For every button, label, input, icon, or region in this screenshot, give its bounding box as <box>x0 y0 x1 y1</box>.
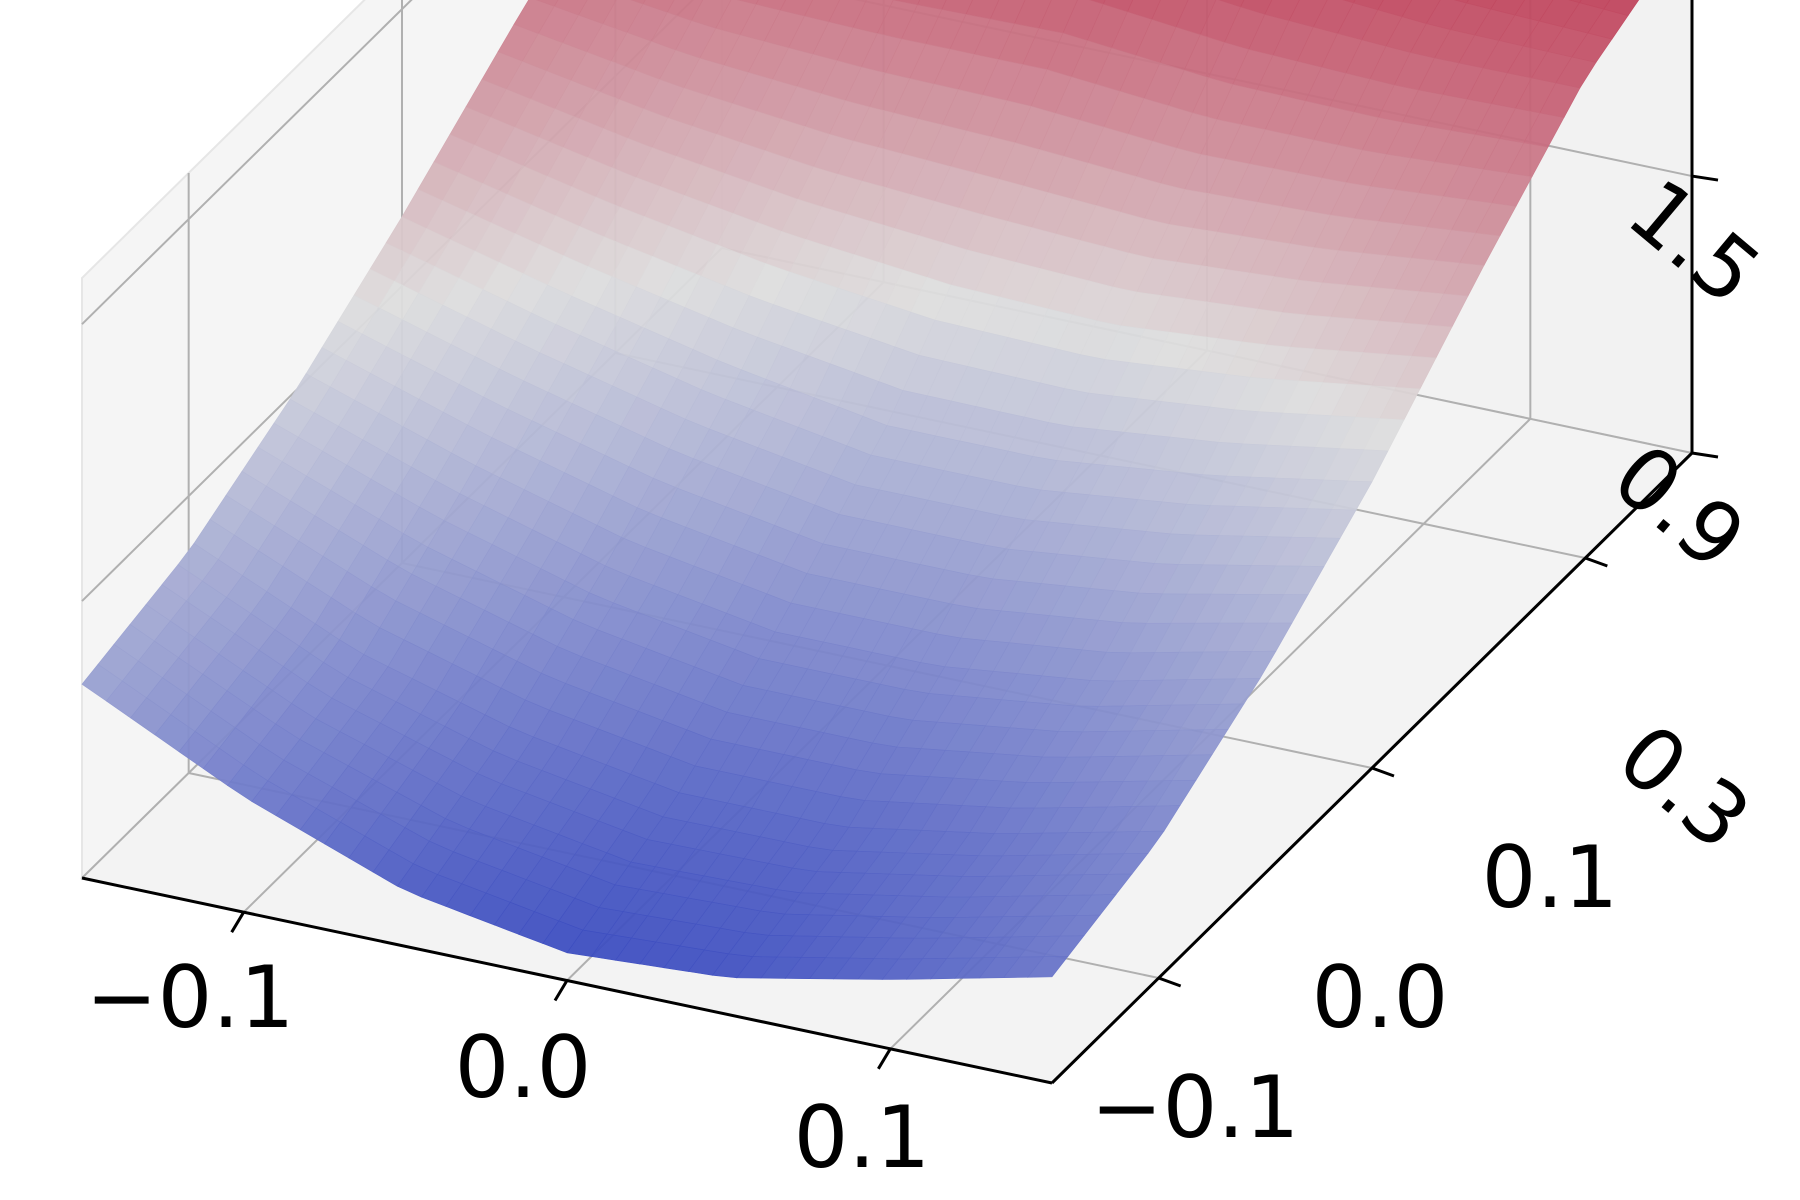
z-tick-mark <box>1691 451 1719 459</box>
surface-patch <box>1027 955 1069 978</box>
x-tick-mark <box>230 911 245 933</box>
x-tick-labels: −0.1 0.0 0.1 <box>86 948 931 1188</box>
x-tick-mark <box>877 1048 892 1070</box>
y-tick-label: 0.1 <box>1482 828 1619 928</box>
y-tick-mark <box>1584 556 1608 568</box>
x-tick-label: −0.1 <box>86 948 295 1048</box>
x-tick-label: 0.1 <box>794 1088 931 1188</box>
y-tick-label: −0.1 <box>1091 1058 1300 1158</box>
z-tick-mark <box>1691 174 1719 182</box>
y-tick-mark <box>1158 976 1182 988</box>
grid-line <box>81 0 413 325</box>
y-tick-mark <box>1371 766 1395 778</box>
x-tick-mark <box>553 979 569 1002</box>
y-tick-label: 0.0 <box>1312 948 1449 1048</box>
z-tick-label: 0.3 <box>1599 706 1768 871</box>
axis-lines <box>81 0 1719 1085</box>
y-tick-labels: −0.1 0.0 0.1 <box>1091 828 1619 1158</box>
surface <box>81 0 1640 980</box>
x-tick-label: 0.0 <box>455 1018 592 1118</box>
